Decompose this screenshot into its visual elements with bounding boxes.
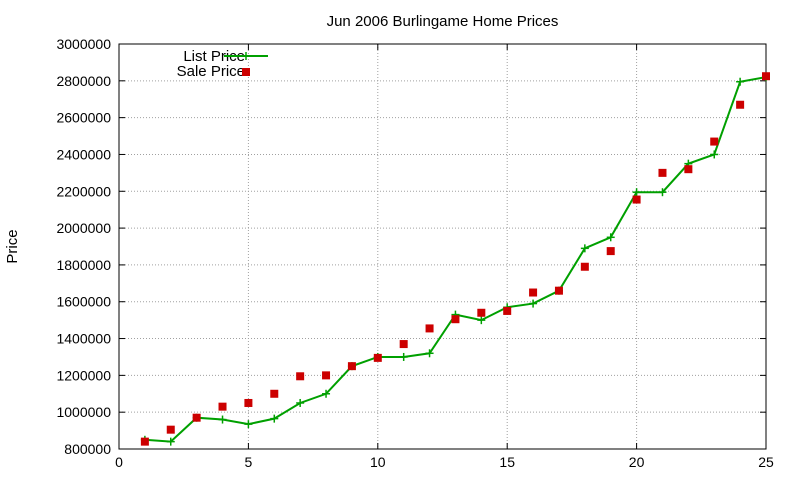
- list-price-point: [710, 150, 719, 159]
- y-tick-label: 2400000: [56, 146, 111, 162]
- y-axis-label: Price: [4, 229, 21, 263]
- x-tick-label: 15: [499, 454, 515, 470]
- list-price-point: [529, 299, 538, 308]
- legend-plus: [242, 52, 250, 60]
- sale-price-point: [529, 288, 538, 297]
- sale-price-point: [270, 389, 279, 398]
- list-price-point: [270, 414, 279, 423]
- list-price-point: [632, 188, 641, 197]
- sale-price-point: [399, 340, 408, 349]
- y-tick-label: 1000000: [56, 404, 111, 420]
- legend-marker-sale-price: [242, 68, 250, 76]
- axis-ticks: 0 5 10 15 20 25 800000 1000000 1200000 1400000 160…: [56, 36, 774, 470]
- list-price-point: [399, 352, 408, 361]
- x-tick-label: 10: [370, 454, 386, 470]
- x-tick-label: 5: [245, 454, 253, 470]
- grid-lines: [119, 44, 766, 449]
- series-line-list-price: [144, 76, 767, 443]
- x-tick-label: 25: [758, 454, 774, 470]
- plot-frame: [118, 43, 767, 450]
- sale-price-point: [477, 308, 486, 317]
- sale-price-point: [503, 306, 512, 315]
- sale-price-point: [218, 402, 227, 411]
- sale-price-point: [140, 437, 149, 446]
- list-price-point: [580, 244, 589, 253]
- y-tick-label: 1600000: [56, 294, 111, 310]
- legend-label-sale-price: Sale Price: [177, 63, 245, 80]
- list-price-point: [166, 437, 175, 446]
- sale-price-point: [554, 286, 563, 295]
- y-tick-label: 2800000: [56, 73, 111, 89]
- sale-price-point: [296, 372, 305, 381]
- list-price-point: [218, 415, 227, 424]
- sale-price-point: [166, 425, 175, 434]
- sale-price-point: [425, 324, 434, 333]
- sale-price-point: [684, 165, 693, 174]
- x-tick-label: 20: [629, 454, 645, 470]
- sale-price-point: [762, 72, 770, 81]
- sale-price-point: [451, 315, 460, 324]
- sale-price-point: [736, 100, 745, 109]
- list-price-point: [244, 420, 253, 429]
- sale-price-point: [606, 247, 615, 256]
- y-tick-label: 1400000: [56, 331, 111, 347]
- y-tick-label: 2200000: [56, 183, 111, 199]
- sale-price-point: [710, 137, 719, 146]
- sale-price-point: [347, 362, 356, 371]
- list-price-point: [606, 233, 615, 242]
- series-layer: [140, 72, 770, 446]
- sale-price-point: [632, 195, 641, 204]
- sale-price-point: [192, 413, 201, 422]
- sale-price-point: [373, 353, 382, 362]
- list-price-point: [477, 316, 486, 325]
- legend: List Price Sale Price: [177, 48, 268, 80]
- list-price-point: [425, 349, 434, 358]
- sale-price-point: [322, 371, 331, 380]
- sale-price-point: [580, 262, 589, 271]
- x-tick-label: 0: [115, 454, 123, 470]
- y-tick-label: 1200000: [56, 367, 111, 383]
- y-tick-label: 800000: [64, 441, 111, 457]
- legend-label-list-price: List Price: [183, 48, 245, 65]
- y-tick-label: 1800000: [56, 257, 111, 273]
- sale-price-point: [658, 168, 667, 177]
- y-tick-label: 3000000: [56, 36, 111, 52]
- list-price-point: [658, 188, 667, 197]
- list-price-point: [322, 389, 331, 398]
- chart-title: Jun 2006 Burlingame Home Prices: [327, 13, 559, 30]
- y-tick-label: 2600000: [56, 110, 111, 126]
- y-tick-label: 2000000: [56, 220, 111, 236]
- list-price-point: [736, 77, 745, 86]
- list-price-point: [296, 398, 305, 407]
- sale-price-point: [244, 398, 253, 407]
- legend-marker-list-price: [242, 52, 250, 60]
